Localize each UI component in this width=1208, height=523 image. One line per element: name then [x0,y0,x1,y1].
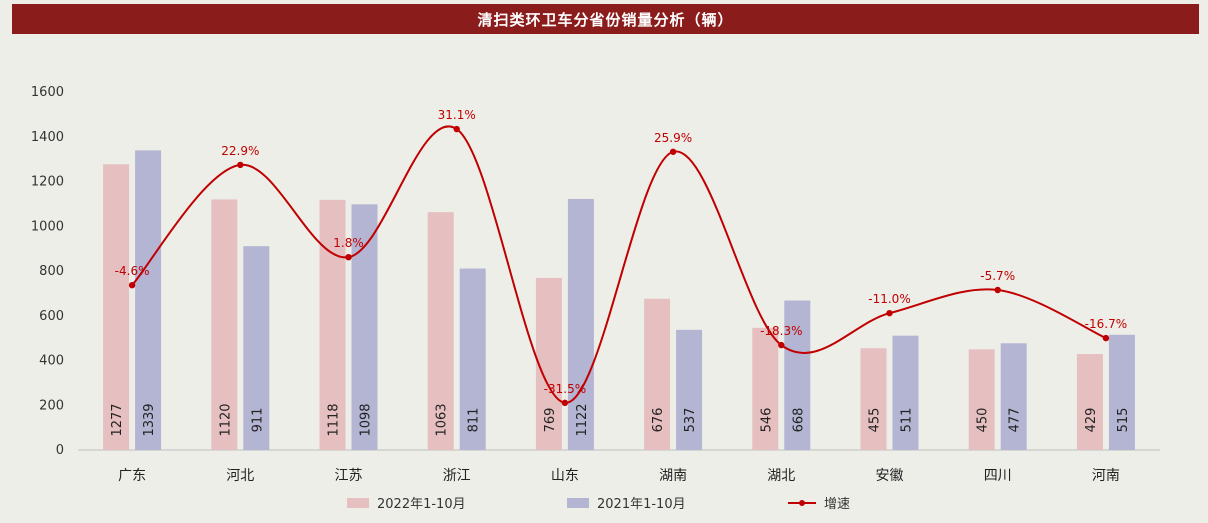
bar-2022 [319,199,346,450]
growth-data-label: -5.7% [980,269,1015,283]
legend-label-2021: 2021年1-10月 [597,497,686,512]
x-category-label: 河南 [1092,468,1120,484]
y-tick-label: 1400 [31,130,64,145]
bar-2021 [243,246,270,450]
data-label-2022: 676 [651,408,666,433]
bar-2021 [459,268,486,450]
data-label-2021: 668 [791,408,806,433]
data-label-2021: 911 [250,408,265,433]
growth-data-label: 22.9% [221,144,259,158]
legend-swatch-growth [788,498,816,508]
legend-swatch-2021 [567,497,589,508]
bar-2022 [535,277,562,450]
y-tick-label: 1600 [31,85,64,100]
bar-2022 [968,349,995,450]
growth-point [886,309,893,317]
growth-data-label: 25.9% [654,131,692,145]
y-tick-label: 1200 [31,175,64,190]
data-label-2021: 811 [467,408,482,433]
y-tick-label: 200 [39,398,64,413]
legend-item-growth: 增速 [788,493,850,512]
legend-item-2022: 2022年1-10月 [347,493,466,512]
x-category-label: 湖北 [767,468,795,484]
data-label-2022: 450 [976,408,991,433]
growth-data-label: -31.5% [544,382,586,396]
growth-point [1102,334,1110,342]
bar-2021 [784,300,811,450]
data-label-2021: 511 [900,408,915,433]
bar-2021 [1000,343,1027,450]
data-label-2022: 546 [759,408,774,433]
x-category-label: 广东 [118,468,146,484]
bar-2021 [135,150,162,450]
data-label-2021: 477 [1008,408,1023,433]
bar-2021 [567,198,594,450]
x-category-label: 浙江 [443,468,471,484]
data-label-2021: 1122 [575,403,590,436]
x-category-label: 江苏 [335,468,363,484]
legend-label-growth: 增速 [824,497,851,512]
legend-label-2022: 2022年1-10月 [377,497,466,512]
bar-2022 [427,212,454,450]
data-label-2022: 1120 [218,403,233,436]
y-tick-label: 1000 [31,219,64,234]
data-label-2022: 1063 [435,403,450,436]
bar-2022 [1076,354,1103,450]
data-label-2022: 429 [1084,408,1099,433]
x-category-label: 安徽 [876,468,904,484]
data-label-2021: 515 [1116,408,1131,433]
data-label-2021: 1339 [142,403,157,436]
x-category-label: 湖南 [659,468,687,484]
bar-2021 [676,329,703,450]
x-category-label: 四川 [984,468,1012,484]
bar-2022 [752,327,779,450]
chart-plot-area: 0 200 400 600 800 1000 1200 1400 1600 1277 1339 广东 1… [31,85,1160,484]
bar-2021 [1108,334,1135,450]
growth-point [669,148,677,155]
bar-2022 [103,164,130,451]
data-label-2021: 1098 [359,403,374,436]
growth-point [237,161,244,169]
bar-2022 [860,348,887,450]
growth-data-label: -11.0% [868,292,910,306]
growth-data-label: 1.8% [333,236,364,250]
y-tick-label: 0 [56,443,64,458]
x-category-label: 山东 [551,468,579,484]
legend-swatch-2022 [347,497,369,508]
bar-2022 [644,298,671,450]
growth-point [778,341,785,349]
y-tick-label: 800 [39,264,64,279]
data-label-2021: 537 [683,408,698,433]
data-label-2022: 1118 [327,403,342,436]
growth-data-label: -4.6% [115,264,150,278]
data-label-2022: 769 [543,408,558,433]
data-label-2022: 455 [868,408,883,433]
chart-title: 清扫类环卫车分省份销量分析（辆） [12,4,1199,34]
growth-data-label: -18.3% [760,324,802,338]
bar-2021 [892,335,919,450]
bar-2022 [211,199,238,450]
growth-point [453,125,460,133]
chart-legend: 2022年1-10月 2021年1-10月 增速 [0,493,1208,513]
growth-point [345,253,352,261]
legend-item-2021: 2021年1-10月 [567,493,686,512]
growth-point [994,286,1001,294]
growth-data-label: -16.7% [1085,317,1127,331]
growth-point [128,281,136,289]
data-label-2022: 1277 [110,403,125,436]
y-tick-label: 400 [39,354,64,369]
y-tick-label: 600 [39,309,64,324]
growth-data-label: 31.1% [438,108,476,122]
growth-point [561,399,569,407]
growth-line [131,125,1107,404]
x-category-label: 河北 [226,468,254,484]
